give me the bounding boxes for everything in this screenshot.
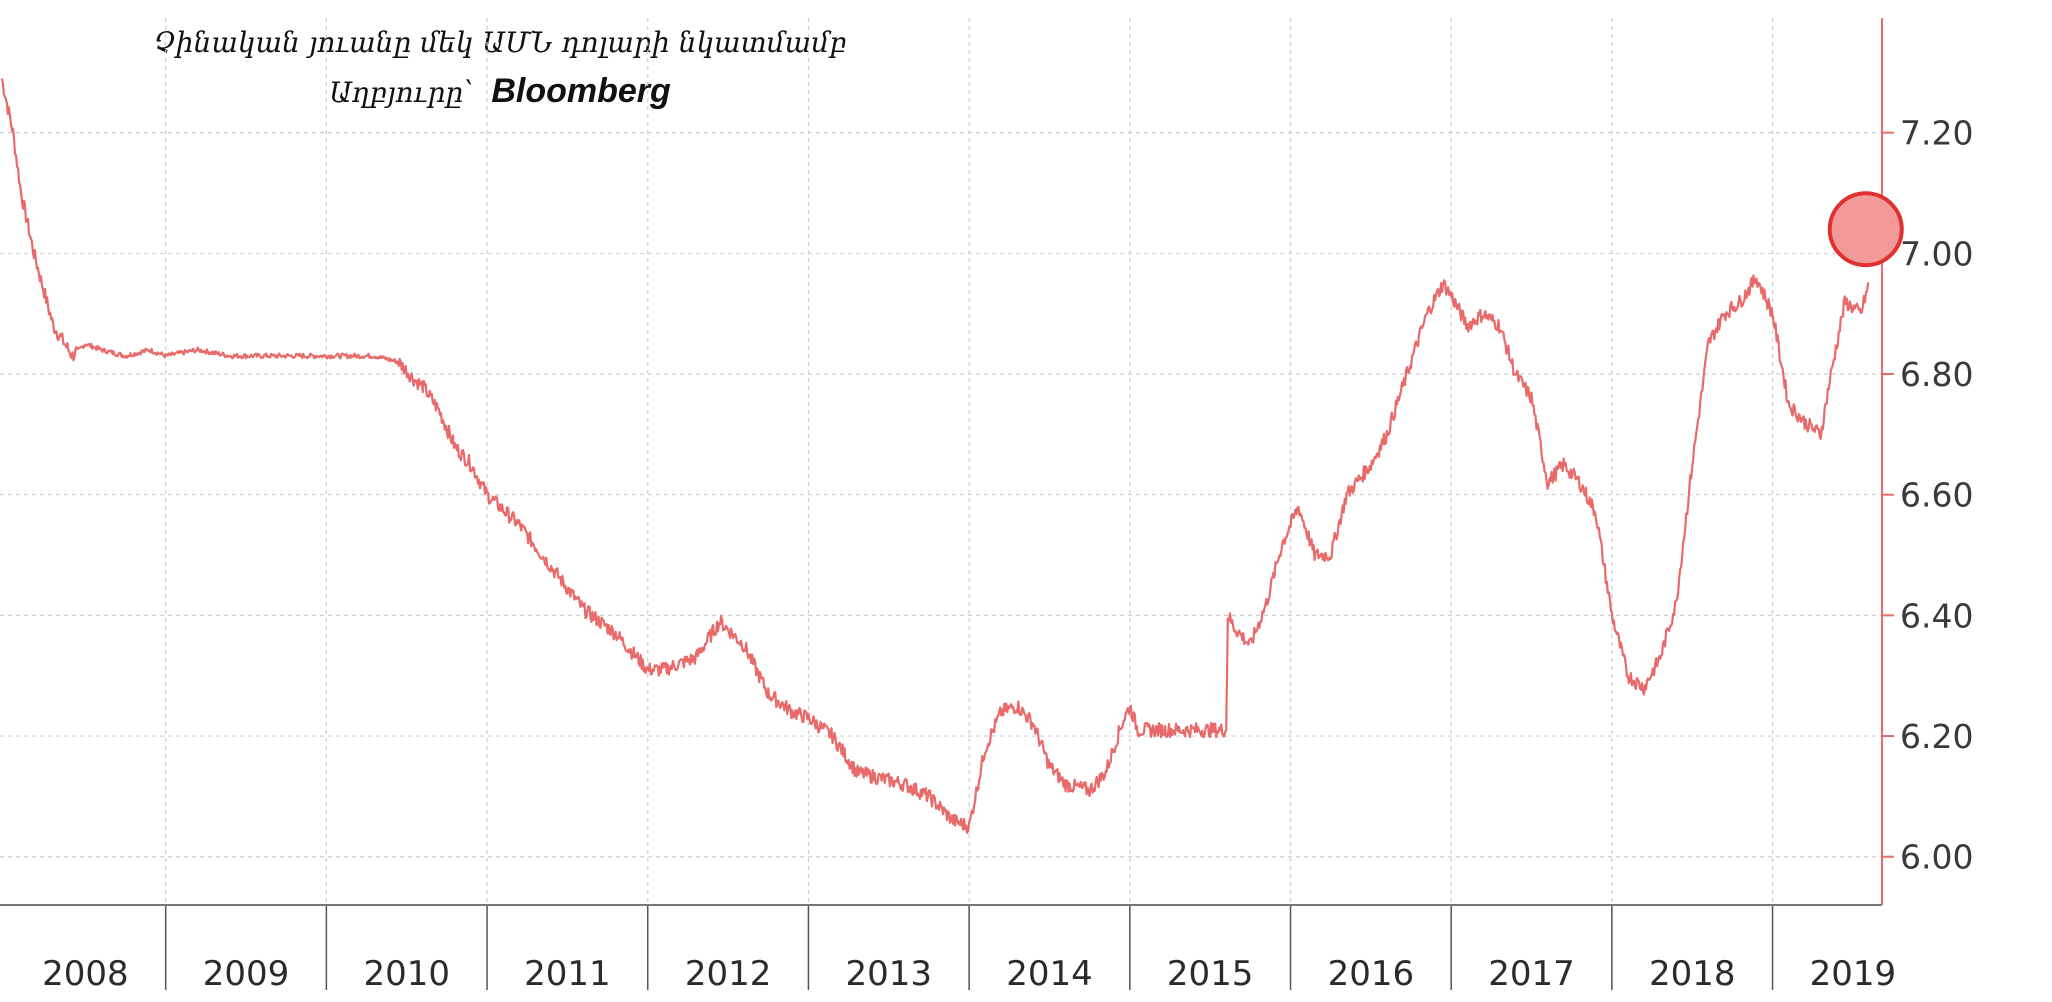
x-tick-label: 2011 — [524, 954, 611, 994]
x-tick-label: 2019 — [1810, 954, 1897, 994]
tick-labels: 2008 2009 2010 2011 2012 2013 2014 2015 2016 2017… — [42, 114, 1973, 994]
x-tick-label: 2017 — [1488, 954, 1575, 994]
x-tick-label: 2008 — [42, 954, 129, 994]
x-tick-label: 2010 — [363, 954, 450, 994]
y-tick-label: 6.00 — [1900, 838, 1973, 877]
chart-title: Չինական յուանը մեկ ԱՄՆ դոլարի նկատմամբ — [153, 26, 847, 59]
x-tick-label: 2018 — [1649, 954, 1736, 994]
x-tick-label: 2009 — [203, 954, 290, 994]
x-tick-label: 2015 — [1167, 954, 1254, 994]
y-tick-label: 6.40 — [1900, 596, 1973, 635]
chart-source: Աղբյուրը՝ Bloomberg — [0, 72, 1000, 111]
axes — [0, 18, 1894, 990]
y-tick-label: 6.20 — [1900, 717, 1973, 756]
highlight-marker — [1827, 191, 1904, 268]
series-layer — [0, 78, 1904, 835]
x-tick-label: 2016 — [1328, 954, 1415, 994]
source-label: Աղբյուրը՝ — [329, 76, 474, 109]
x-tick-label: 2013 — [846, 954, 933, 994]
x-tick-label: 2012 — [685, 954, 772, 994]
grid — [0, 18, 1882, 905]
y-tick-label: 6.80 — [1900, 355, 1973, 394]
y-tick-label: 7.20 — [1900, 114, 1973, 153]
series-line — [0, 78, 1870, 835]
x-tick-label: 2014 — [1006, 954, 1093, 994]
source-name: Bloomberg — [491, 72, 671, 110]
y-tick-label: 7.00 — [1900, 234, 1973, 273]
y-tick-label: 6.60 — [1900, 476, 1973, 515]
